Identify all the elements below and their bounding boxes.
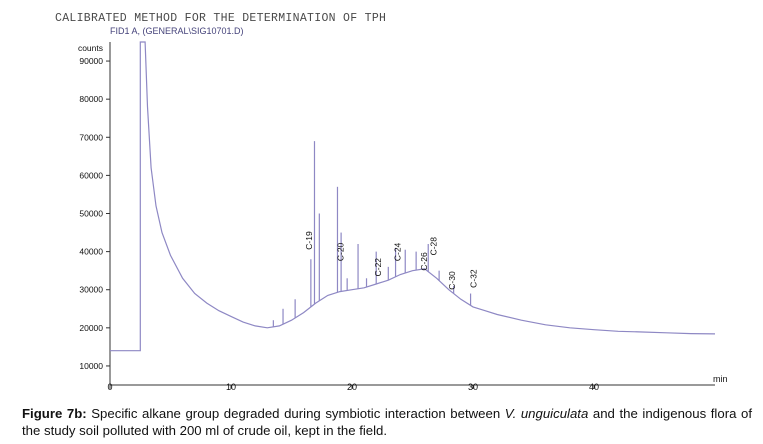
chromatogram-figure: CALIBRATED METHOD FOR THE DETERMINATION … [55,12,728,392]
y-tick-label: 30000 [79,285,103,295]
peak-label-layer: C-19 C-20 C-22 C-24 C-26C-28 C-30 C-32 [304,231,479,290]
peak-label: C-22 [373,258,383,277]
signal-label: FID1 A, (GENERAL\SIG10701.D) [110,26,244,36]
x-axis-label: min [713,374,728,384]
x-tick-label: 10 [226,382,236,392]
y-tick-label: 50000 [79,209,103,219]
y-tick-label: 90000 [79,56,103,66]
x-tick-label: 40 [589,382,599,392]
x-tick-label: 30 [468,382,478,392]
axes: 10000 20000 30000 40000 50000 60000 70000 80000… [78,42,728,392]
caption-species: V. unguiculata [504,406,589,421]
baseline-trace [110,41,716,352]
caption-text-1: Specific alkane group degraded during sy… [86,406,505,421]
x-tick-label: 0 [107,382,112,392]
y-tick-label: 20000 [79,323,103,333]
peak-label: C-24 [392,242,402,261]
peak-label: C-20 [336,242,346,261]
peak-label: C-19 [304,231,314,250]
y-tick-label: 10000 [79,361,103,371]
peak-label: C-28 [429,237,439,256]
figure-caption: Figure 7b: Specific alkane group degrade… [22,405,752,439]
x-tick-label: 20 [347,382,357,392]
peak-label: C-30 [447,271,457,290]
peak-label: C-32 [469,269,479,288]
y-tick-label: 60000 [79,170,103,180]
y-tick-label: 40000 [79,247,103,257]
trace-layer [110,41,716,352]
method-title: CALIBRATED METHOD FOR THE DETERMINATION … [55,12,386,25]
y-tick-label: 80000 [79,94,103,104]
peak-label: C-26 [419,252,429,271]
caption-label: Figure 7b: [22,406,87,421]
y-axis-label: counts [78,43,103,53]
caption-text-2: and the indigenous flora of the study so… [22,406,753,438]
y-tick-label: 70000 [79,132,103,142]
